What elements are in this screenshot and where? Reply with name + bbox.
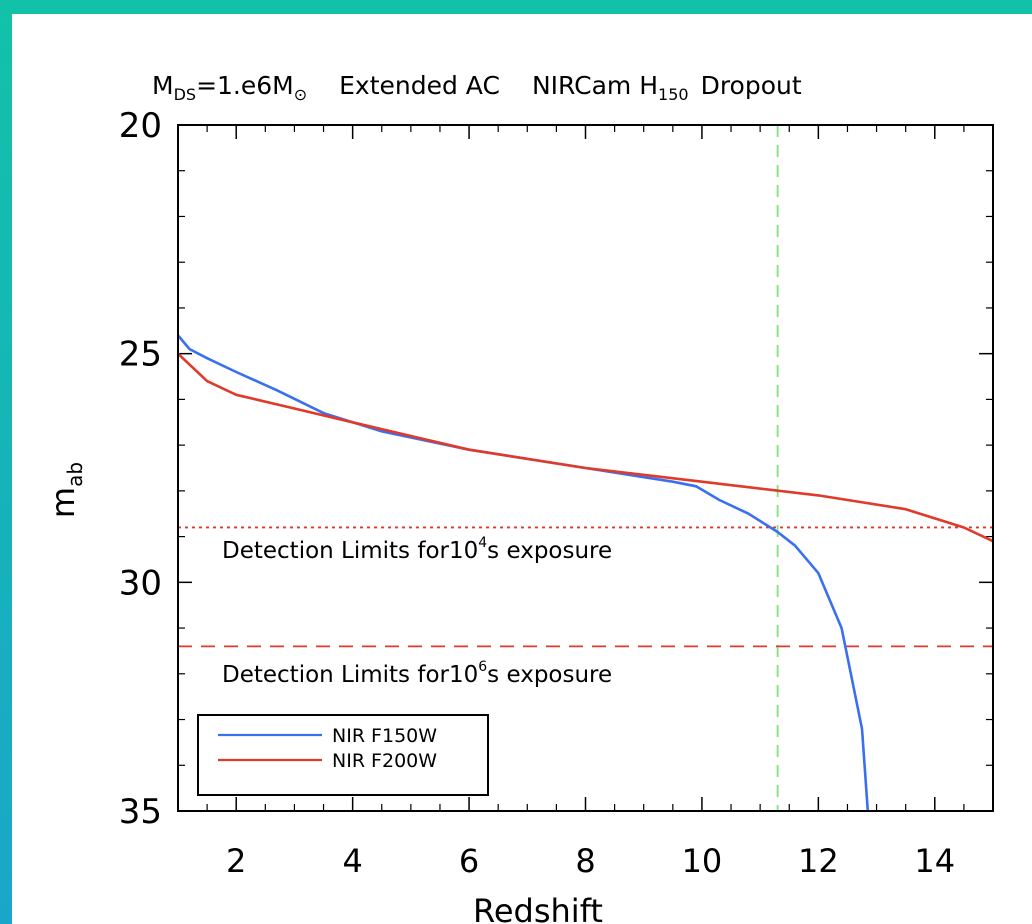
title-nircam: NIRCam H bbox=[532, 71, 658, 100]
annotation-1e4-prefix: Detection Limits for10 bbox=[222, 538, 478, 564]
y-tick-label: 30 bbox=[119, 563, 162, 603]
x-tick-label: 12 bbox=[798, 842, 839, 880]
chart: MDS=1.e6M⊙ Extended AC NIRCam H150 Dropout … bbox=[44, 71, 994, 924]
title-sun-symbol: ⊙ bbox=[294, 85, 307, 104]
x-tick-label: 4 bbox=[342, 842, 362, 880]
y-tick-label: 25 bbox=[119, 335, 162, 375]
annotation-1e6-prefix: Detection Limits for10 bbox=[222, 662, 478, 688]
annotation-1e4-exponent: 4 bbox=[478, 535, 487, 551]
plot-frame bbox=[177, 124, 994, 812]
legend-box bbox=[197, 714, 489, 796]
annotation-1e6-exponent: 6 bbox=[478, 659, 487, 675]
legend: NIR F150W NIR F200W bbox=[197, 714, 489, 796]
title-ds-subscript: DS bbox=[174, 85, 196, 104]
annotation-1e6-suffix: s exposure bbox=[487, 662, 612, 688]
y-tick-label: 35 bbox=[119, 792, 162, 832]
y-label-subscript: ab bbox=[63, 462, 87, 487]
annotation-limit-1e4: Detection Limits for104s exposure bbox=[222, 535, 612, 564]
title-dropout: Dropout bbox=[701, 71, 802, 100]
y-label-main: m bbox=[44, 487, 82, 518]
series-layer bbox=[177, 334, 994, 812]
annotation-limit-1e6: Detection Limits for106s exposure bbox=[222, 659, 612, 688]
legend-label-f150w: NIR F150W bbox=[332, 725, 437, 747]
x-tick-label: 8 bbox=[575, 842, 595, 880]
reference-lines bbox=[178, 125, 993, 811]
series-line-f200w bbox=[177, 352, 994, 543]
y-axis-label: mab bbox=[44, 462, 87, 518]
title-extended: Extended AC bbox=[339, 71, 500, 100]
x-tick-label: 2 bbox=[226, 842, 246, 880]
title-h-subscript: 150 bbox=[658, 85, 689, 104]
series-line-f150w bbox=[177, 334, 870, 812]
x-tick-label: 6 bbox=[459, 842, 479, 880]
y-tick-label: 20 bbox=[119, 106, 162, 146]
x-tick-label: 10 bbox=[682, 842, 723, 880]
figure-panel: MDS=1.e6M⊙ Extended AC NIRCam H150 Dropout … bbox=[12, 14, 1032, 924]
x-tick-label: 14 bbox=[914, 842, 955, 880]
chart-title: MDS=1.e6M⊙ Extended AC NIRCam H150 Dropout bbox=[152, 71, 802, 104]
title-mass: =1.e6M bbox=[196, 71, 294, 100]
tick-layer: 2 4 6 8 10 12 14 20 25 30 35 bbox=[119, 106, 993, 880]
annotation-1e4-suffix: s exposure bbox=[487, 538, 612, 564]
title-m: M bbox=[152, 71, 174, 100]
x-axis-label: Redshift bbox=[473, 892, 603, 924]
legend-label-f200w: NIR F200W bbox=[332, 750, 437, 772]
